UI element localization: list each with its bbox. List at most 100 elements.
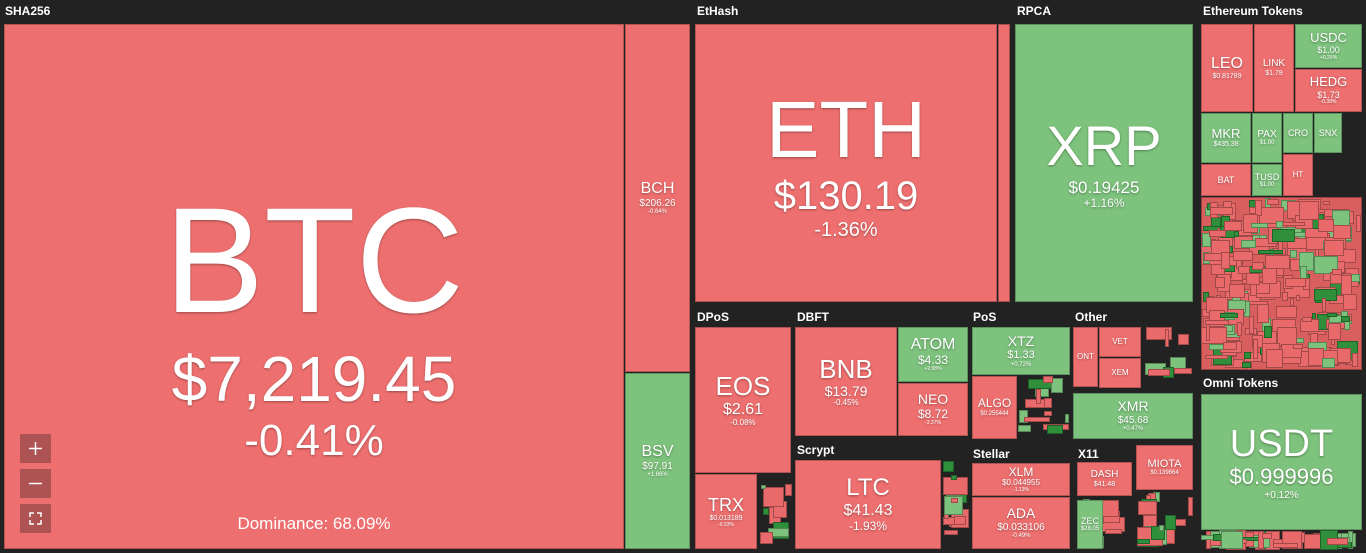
- coin-price: $1.00: [1259, 140, 1275, 147]
- coin-tile[interactable]: BSV $97.91 +1.86%: [625, 373, 690, 549]
- coin-tile[interactable]: VET: [1099, 327, 1141, 357]
- coin-tile[interactable]: ATOM $4.33 +2.98%: [898, 327, 968, 382]
- filler-tile: [1327, 312, 1337, 318]
- coin-price: $0.999996: [1229, 464, 1334, 490]
- coin-tile[interactable]: XTZ $1.33 +0.72%: [972, 327, 1070, 375]
- coin-price: $1.78: [1265, 69, 1283, 77]
- filler-tile: [1215, 276, 1225, 289]
- coin-tile[interactable]: XRP $0.19425 +1.16%: [1015, 24, 1193, 302]
- coin-change: +0.72%: [1010, 361, 1032, 368]
- filler-tile: [1023, 417, 1050, 422]
- coin-tile[interactable]: MIOTA $0.139864: [1136, 445, 1193, 490]
- coin-symbol: SNX: [1318, 127, 1338, 138]
- zoom-out-button[interactable]: [20, 469, 51, 498]
- coin-tile[interactable]: MKR $435.38: [1201, 113, 1251, 163]
- coin-symbol: BSV: [641, 443, 674, 461]
- coin-symbol: ZEC: [1081, 516, 1099, 527]
- filler-tile: [1242, 361, 1251, 368]
- coin-tile[interactable]: ADA $0.033106 -0.49%: [972, 497, 1070, 549]
- filler-tile: [1281, 292, 1289, 301]
- fullscreen-button[interactable]: [20, 504, 51, 533]
- coin-tile[interactable]: LEO $0.81789: [1201, 24, 1253, 112]
- coin-tile[interactable]: BCH $206.26 -0.64%: [625, 24, 690, 372]
- filler-tile: [1229, 284, 1245, 298]
- coin-symbol: USDC: [1310, 29, 1347, 45]
- coin-symbol: LINK: [1262, 58, 1286, 70]
- coin-tile[interactable]: ALGO $0.255444: [972, 376, 1017, 439]
- coin-symbol: MIOTA: [1147, 457, 1182, 470]
- coin-tile[interactable]: NEO $8.72 -3.37%: [898, 383, 968, 436]
- coin-tile[interactable]: LTC $41.43 -1.93%: [795, 460, 941, 549]
- filler-tile: [1253, 339, 1258, 360]
- filler-tile: [1321, 357, 1336, 368]
- coin-tile[interactable]: TRX $0.013189 -0.33%: [695, 474, 757, 549]
- filler-tile: [1284, 278, 1306, 287]
- coin-symbol: XTZ: [1007, 332, 1035, 349]
- filler-tile: [1355, 214, 1361, 232]
- coin-tile[interactable]: DASH $41.48: [1077, 462, 1132, 496]
- filler-tile: [1289, 298, 1294, 306]
- filler-tile: [1225, 336, 1241, 341]
- coin-price: $435.38: [1213, 141, 1239, 149]
- coin-symbol: HT: [1292, 169, 1304, 179]
- coin-price: $7,219.45: [171, 343, 457, 416]
- coin-price: $1.00: [1317, 45, 1340, 56]
- filler-tile: [1223, 221, 1242, 231]
- coin-tile[interactable]: CRO: [1283, 113, 1313, 153]
- filler-tile: [1267, 199, 1279, 206]
- coin-tile[interactable]: ONT: [1073, 327, 1098, 387]
- coin-symbol: XRP: [1046, 114, 1162, 178]
- filler-tile: [1164, 514, 1177, 531]
- coin-tile[interactable]: LINK $1.78: [1254, 24, 1294, 112]
- filler-tile: [1341, 275, 1353, 296]
- filler-tile: [1280, 222, 1305, 227]
- coin-tile[interactable]: XLM $0.044955 -1.13%: [972, 463, 1070, 496]
- coin-symbol: BAT: [1217, 174, 1235, 185]
- filler-tile: [1173, 367, 1193, 374]
- filler-tile: [1222, 341, 1238, 351]
- filler-tile: [1276, 220, 1284, 229]
- coin-tile[interactable]: PAX $1.00: [1252, 113, 1282, 163]
- filler-tile: [763, 508, 770, 515]
- group-label: Ethereum Tokens: [1203, 4, 1303, 18]
- filler-tile: [1298, 201, 1320, 220]
- filler-tile: [1258, 530, 1265, 550]
- coin-symbol: DASH: [1090, 469, 1119, 481]
- coin-change: -0.45%: [833, 398, 859, 408]
- coin-price: $13.79: [824, 382, 868, 399]
- group-label: RPCA: [1017, 4, 1052, 18]
- filler-tile: [1295, 294, 1301, 301]
- filler-tile: [950, 475, 958, 481]
- filler-tile: [760, 531, 774, 545]
- coin-tile[interactable]: BTC $7,219.45 -0.41%: [4, 24, 624, 549]
- coin-tile[interactable]: ETH $130.19 -1.36%: [695, 24, 997, 302]
- filler-tile: [1343, 293, 1358, 311]
- coin-tile[interactable]: USDC $1.00 +0.26%: [1295, 24, 1362, 68]
- coin-tile[interactable]: HEDG $1.73 -0.38%: [1295, 69, 1362, 112]
- filler-tile: [1018, 425, 1031, 433]
- filler-tile: [763, 487, 784, 507]
- filler-tile: [1210, 206, 1234, 216]
- coin-tile[interactable]: USDT $0.999996 +0.12%: [1201, 394, 1362, 530]
- filler-tile: [1289, 249, 1297, 258]
- group-label: EtHash: [697, 4, 739, 18]
- coin-change: +0.47%: [1122, 426, 1144, 433]
- coin-tile[interactable]: BNB $13.79 -0.45%: [795, 327, 897, 436]
- coin-tile[interactable]: BAT: [1201, 164, 1251, 196]
- coin-tile[interactable]: XMR $45.68 +0.47%: [1073, 393, 1193, 439]
- coin-tile[interactable]: ZEC $28.05: [1077, 500, 1103, 549]
- coin-tile[interactable]: TUSD $1.00: [1252, 164, 1282, 196]
- zoom-in-button[interactable]: [20, 434, 51, 463]
- filler-tile: [1352, 353, 1359, 368]
- filler-tile: [1272, 229, 1295, 242]
- filler-tile: [998, 24, 1010, 302]
- filler-tile: [1265, 349, 1283, 369]
- coin-symbol: ETH: [766, 84, 926, 174]
- coin-tile[interactable]: XEM: [1099, 358, 1141, 388]
- coin-tile[interactable]: EOS $2.61 -0.08%: [695, 327, 791, 473]
- coin-tile[interactable]: SNX: [1314, 113, 1342, 153]
- coin-price: $41.48: [1093, 480, 1116, 488]
- filler-tile: [1209, 230, 1226, 238]
- coin-tile[interactable]: HT: [1283, 154, 1313, 196]
- filler-tile: [1187, 497, 1193, 516]
